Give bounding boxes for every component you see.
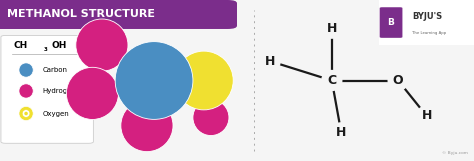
FancyBboxPatch shape xyxy=(380,7,402,38)
Ellipse shape xyxy=(259,51,281,72)
Text: H: H xyxy=(327,22,337,35)
Ellipse shape xyxy=(174,51,233,110)
Ellipse shape xyxy=(24,112,28,115)
Ellipse shape xyxy=(121,99,173,152)
Bar xyxy=(0,0,118,29)
Text: OH: OH xyxy=(51,41,66,50)
Text: B: B xyxy=(388,18,394,27)
Ellipse shape xyxy=(22,110,30,117)
FancyBboxPatch shape xyxy=(0,0,237,29)
Text: Carbon: Carbon xyxy=(43,67,68,73)
Ellipse shape xyxy=(19,63,33,77)
Ellipse shape xyxy=(115,42,193,119)
Text: METHANOL STRUCTURE: METHANOL STRUCTURE xyxy=(7,9,155,19)
Text: H: H xyxy=(421,109,432,122)
Ellipse shape xyxy=(321,18,342,39)
Text: CH: CH xyxy=(13,41,27,50)
Text: O: O xyxy=(393,74,403,87)
Ellipse shape xyxy=(76,19,128,71)
Text: 3: 3 xyxy=(44,47,48,52)
Text: © Byju.com: © Byju.com xyxy=(442,151,468,155)
Text: The Learning App: The Learning App xyxy=(412,31,447,35)
Ellipse shape xyxy=(19,106,33,121)
Ellipse shape xyxy=(193,99,229,136)
Text: C: C xyxy=(327,74,337,87)
Ellipse shape xyxy=(66,67,118,119)
Text: Hydrogen: Hydrogen xyxy=(43,88,76,94)
FancyBboxPatch shape xyxy=(1,35,93,143)
Text: BYJU'S: BYJU'S xyxy=(412,12,443,21)
Ellipse shape xyxy=(330,122,352,143)
Ellipse shape xyxy=(416,105,437,127)
Ellipse shape xyxy=(321,70,342,91)
Text: H: H xyxy=(265,55,275,68)
Ellipse shape xyxy=(19,84,33,98)
Text: H: H xyxy=(336,126,346,139)
Ellipse shape xyxy=(387,70,409,91)
Text: Oxygen: Oxygen xyxy=(43,110,69,117)
Bar xyxy=(379,0,474,45)
